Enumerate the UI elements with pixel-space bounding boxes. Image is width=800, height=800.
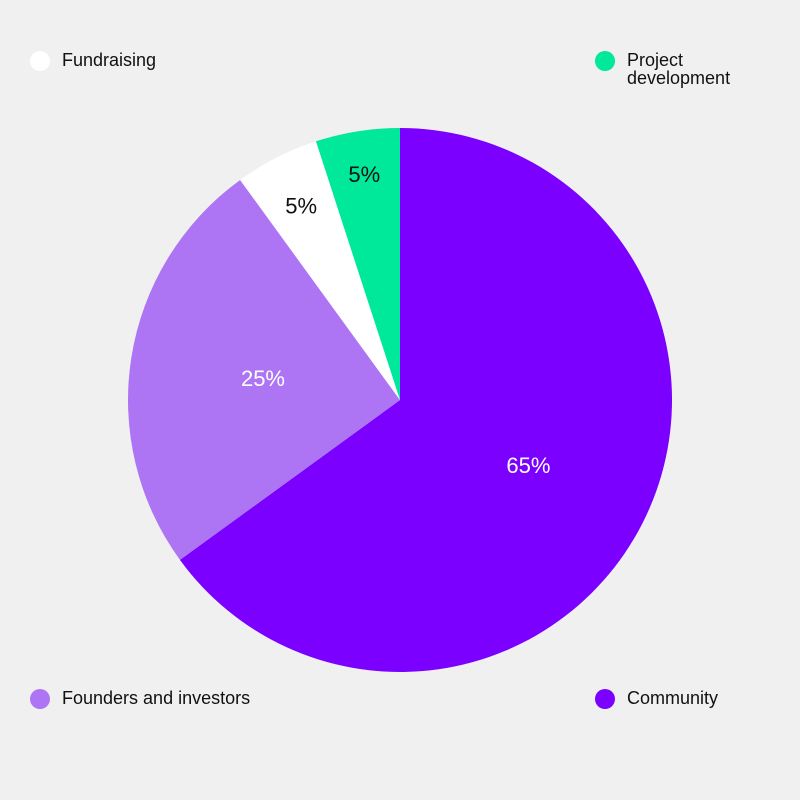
- slice-label-community: 65%: [506, 453, 550, 478]
- legend-label-fundraising: Fundraising: [62, 50, 157, 70]
- legend-swatch-community: [595, 689, 615, 709]
- legend-swatch-founders-and-investors: [30, 689, 50, 709]
- legend-item-fundraising: Fundraising: [30, 51, 156, 71]
- slice-label-fundraising: 5%: [285, 194, 317, 219]
- legend-swatch-fundraising: [30, 51, 50, 71]
- pie-slice-fundraising: [240, 141, 400, 400]
- legend-label-project-development: Project development: [627, 50, 731, 88]
- pie-slice-founders-and-investors: [128, 179, 400, 560]
- pie-slices: [128, 128, 673, 672]
- legend-item-project-development: Project development: [595, 51, 745, 87]
- legend-item-community: Community: [595, 689, 718, 709]
- slice-label-project-development: 5%: [348, 162, 380, 187]
- legend-label-founders-and-investors: Founders and investors: [62, 688, 251, 708]
- slice-label-founders-and-investors: 25%: [241, 366, 285, 391]
- legend-item-founders-and-investors: Founders and investors: [30, 689, 250, 709]
- pie-slice-community: [179, 128, 673, 672]
- pie-slice-project-development: [315, 128, 400, 400]
- legend-swatch-project-development: [595, 51, 615, 71]
- legend-label-community: Community: [627, 688, 719, 708]
- slice-labels: 65% 25% 5% 5%: [241, 162, 551, 478]
